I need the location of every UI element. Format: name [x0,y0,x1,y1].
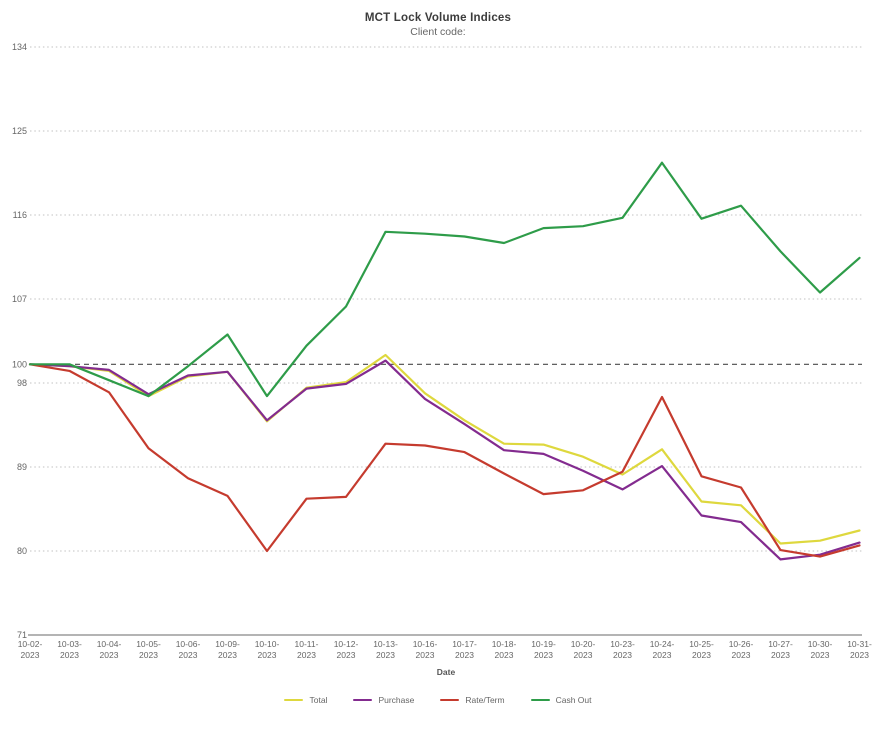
x-axis-tick-label: 10-25- [689,639,714,649]
legend-item-total[interactable]: Total [284,695,327,705]
x-axis-tick-label: 10-03- [57,639,82,649]
x-axis-tick-label: 10-17- [452,639,477,649]
x-axis-tick-label: 10-02- [18,639,43,649]
y-axis-tick-label: 89 [17,462,27,472]
x-axis-tick-label: 10-10- [255,639,280,649]
x-axis-tick-label: 10-27- [768,639,793,649]
chart-legend: Total Purchase Rate/Term Cash Out [0,695,876,705]
x-axis-tick-label: 10-18- [492,639,517,649]
x-axis-tick-label: 10-05- [136,639,161,649]
x-axis-tick-label: 10-12- [334,639,359,649]
legend-swatch [440,698,460,702]
legend-swatch [530,698,550,702]
x-axis-tick-label: 10-09- [215,639,240,649]
x-axis-tick-label-year: 2023 [732,650,751,660]
series-line-total [28,353,861,545]
x-axis-tick-label-year: 2023 [495,650,514,660]
x-axis-tick-label: 10-13- [373,639,398,649]
x-axis-tick-label-year: 2023 [771,650,790,660]
x-axis-tick-label-year: 2023 [811,650,830,660]
legend-item-purchase[interactable]: Purchase [353,695,414,705]
x-axis-tick-label-year: 2023 [376,650,395,660]
y-axis-tick-label: 125 [12,126,27,136]
x-axis-tick-label-year: 2023 [455,650,474,660]
y-axis-tick-label: 116 [13,210,27,220]
x-axis-tick-label-year: 2023 [21,650,40,660]
x-axis-tick-label-year: 2023 [692,650,711,660]
x-axis-tick-label-year: 2023 [258,650,277,660]
x-axis-tick-label: 10-30- [808,639,833,649]
legend-label: Total [309,695,328,705]
legend-label: Cash Out [555,695,592,705]
x-axis-title: Date [437,667,456,677]
x-axis-tick-label-year: 2023 [139,650,158,660]
series-line-purchase [28,359,861,561]
y-axis-tick-label: 134 [12,42,27,52]
legend-swatch [353,698,373,702]
chart-title: MCT Lock Volume Indices [364,12,512,24]
series-line-cash-out [28,161,861,398]
legend-label: Purchase [378,695,415,705]
x-axis-tick-label-year: 2023 [337,650,356,660]
y-axis-tick-label: 98 [17,378,27,388]
x-axis-tick-label: 10-11- [295,639,319,649]
x-axis-tick-label-year: 2023 [613,650,632,660]
x-axis-tick-label: 10-04- [97,639,122,649]
x-axis-tick-label-year: 2023 [218,650,237,660]
x-axis-tick-label: 10-31- [847,639,872,649]
legend-label: Rate/Term [465,695,505,705]
legend-swatch [284,698,304,702]
x-axis-tick-label: 10-20- [571,639,596,649]
x-axis-tick-label: 10-06- [176,639,201,649]
x-axis-tick-label-year: 2023 [60,650,79,660]
series-line-rate-term [28,363,861,558]
legend-item-rate-term[interactable]: Rate/Term [440,695,505,705]
legend-item-cash-out[interactable]: Cash Out [530,695,592,705]
x-axis-tick-label: 10-23- [610,639,635,649]
chart-subtitle: Client code: [410,26,466,38]
x-axis-tick-label: 10-19- [531,639,556,649]
y-axis-tick-label: 100 [12,359,27,369]
x-axis-tick-label-year: 2023 [416,650,435,660]
x-axis-tick-label: 10-24- [650,639,675,649]
x-axis-tick-label-year: 2023 [574,650,593,660]
x-axis-tick-label-year: 2023 [850,650,869,660]
y-axis-tick-label: 107 [12,294,27,304]
x-axis-tick-label-year: 2023 [179,650,198,660]
y-axis-tick-label: 71 [17,630,27,640]
x-axis-tick-label-year: 2023 [100,650,119,660]
x-axis-tick-label: 10-26- [729,639,754,649]
x-axis-tick-label: 10-16- [413,639,438,649]
x-axis-tick-label-year: 2023 [534,650,553,660]
y-axis-tick-label: 80 [17,546,27,556]
x-axis-tick-label-year: 2023 [297,650,316,660]
x-axis-tick-label-year: 2023 [653,650,672,660]
line-chart-svg: 1341251161071009889807110-02-202310-03-2… [12,42,872,677]
